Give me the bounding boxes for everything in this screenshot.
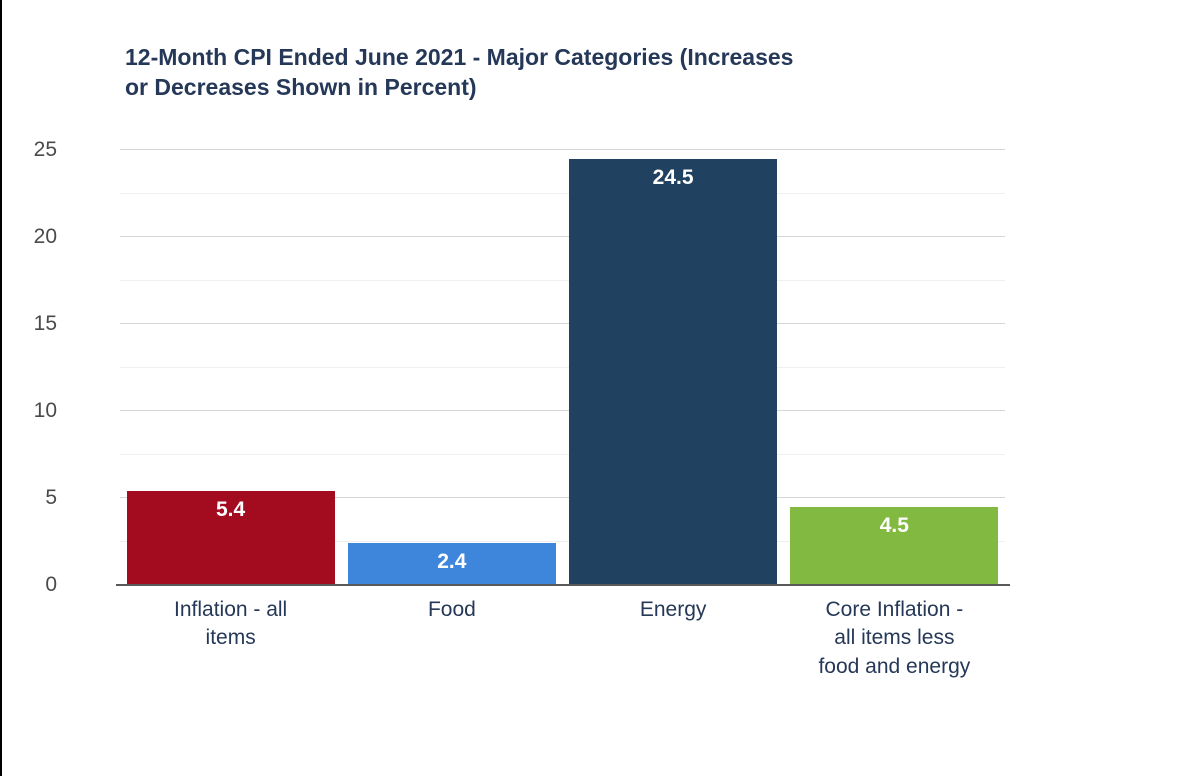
bar-slot-inflation-all-items: 5.4: [120, 150, 341, 585]
bar-value-label-food: 2.4: [437, 550, 467, 574]
y-axis: 0 5 10 15 20 25: [0, 138, 57, 596]
gridline-minor-22.5: [120, 192, 1005, 194]
y-tick-label-15: 15: [33, 312, 57, 335]
gridline-major-10: [120, 410, 1005, 411]
bar-food: 2.4: [347, 543, 556, 585]
category-label-core-inflation-all-items-less-food-and-energy: Core Inflation - all items less food and…: [818, 598, 971, 678]
gridline-major-5: [120, 497, 1005, 498]
gridline-minor-17.5: [120, 279, 1005, 281]
bar-energy: 24.5: [569, 158, 778, 585]
category-label-food: Food: [427, 598, 476, 621]
bar-value-label-inflation-all-items: 5.4: [216, 498, 246, 522]
gridline-major-20: [120, 236, 1005, 237]
chart-title-line-2: or Decreases Shown in Percent): [125, 74, 477, 101]
y-tick-label-0: 0: [45, 573, 57, 596]
chart-title-line-1: 12-Month CPI Ended June 2021 - Major Cat…: [125, 44, 794, 70]
category-label-energy: Energy: [639, 598, 707, 621]
bars-group: 5.4 2.4 24.5 4.5: [120, 150, 1005, 585]
bar-slot-energy: 24.5: [563, 150, 784, 585]
gridline-minor-12.5: [120, 366, 1005, 368]
x-axis-line: [116, 584, 1010, 586]
gridline-minor-7.5: [120, 453, 1005, 455]
left-border-line: [0, 0, 2, 776]
plot-area: 5.4 2.4 24.5 4.5: [120, 149, 1005, 585]
bar-value-label-energy: 24.5: [652, 165, 694, 189]
chart-title: 12-Month CPI Ended June 2021 - Major Cat…: [125, 42, 985, 103]
y-tick-label-25: 25: [33, 138, 57, 161]
y-tick-label-20: 20: [33, 225, 57, 248]
gridline-minor-2.5: [120, 540, 1005, 542]
category-label-inflation-all-items: Inflation - all items: [174, 598, 288, 650]
gridline-major-25: [120, 149, 1005, 150]
bar-core-inflation-all-items-less-food-and-energy: 4.5: [790, 506, 999, 585]
bar-slot-food: 2.4: [341, 150, 562, 585]
gridline-major-15: [120, 323, 1005, 324]
y-tick-label-5: 5: [45, 486, 57, 509]
bar-slot-core-inflation-all-items-less-food-and-energy: 4.5: [784, 150, 1005, 585]
bar-value-label-core-inflation-all-items-less-food-and-energy: 4.5: [879, 513, 909, 537]
x-axis-labels: Inflation - all items Food Energy Core Infl…: [120, 596, 1005, 681]
y-tick-label-10: 10: [33, 399, 57, 422]
bar-inflation-all-items: 5.4: [126, 491, 335, 585]
